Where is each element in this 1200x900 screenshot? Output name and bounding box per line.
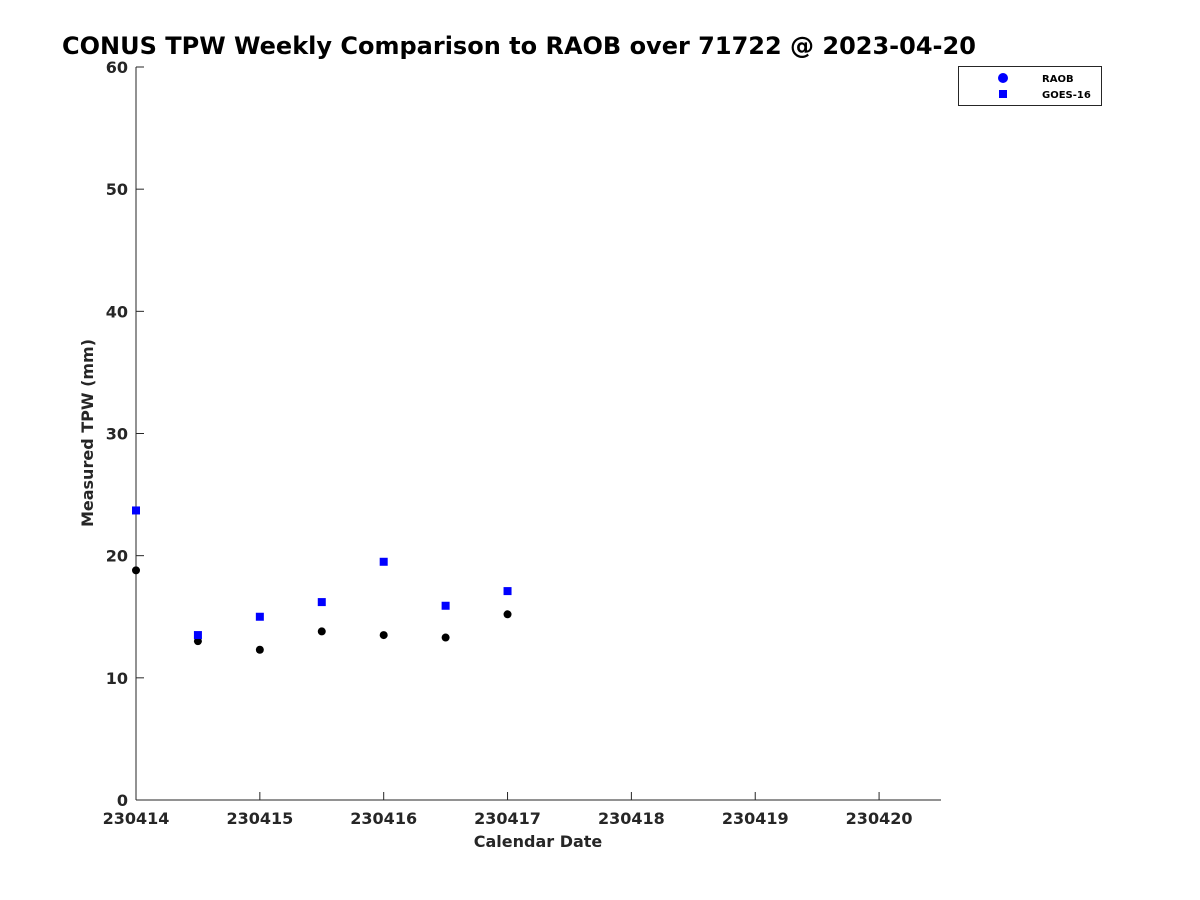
y-tick-label: 60: [106, 58, 128, 77]
raob-point: [503, 610, 512, 619]
data-points: [132, 506, 512, 654]
y-tick-label: 40: [106, 302, 128, 321]
x-tick-label: 230414: [103, 809, 170, 828]
x-axis-label: Calendar Date: [474, 832, 603, 851]
x-axis-ticks: 230414 230415 230416 230417 230418 230419 2304…: [103, 792, 913, 828]
y-axis-ticks: 0 10 20 30 40 50 60: [106, 58, 144, 810]
raob-point: [132, 566, 140, 575]
raob-point: [379, 631, 388, 640]
raob-point: [255, 645, 264, 654]
x-tick-label: 230418: [598, 809, 665, 828]
y-tick-label: 10: [106, 669, 128, 688]
x-tick-label: 230415: [226, 809, 293, 828]
goes-16-point: [379, 557, 388, 566]
x-tick-label: 230416: [350, 809, 417, 828]
chart-title: CONUS TPW Weekly Comparison to RAOB over…: [62, 32, 976, 60]
raob-point: [441, 633, 450, 642]
y-tick-label: 50: [106, 180, 128, 199]
goes-16-point: [441, 601, 450, 610]
goes-16-point: [255, 612, 264, 621]
x-tick-label: 230417: [474, 809, 541, 828]
raob-point: [193, 637, 202, 646]
y-tick-label: 30: [106, 425, 128, 444]
legend-items: RAOB GOES-16: [998, 73, 1091, 101]
goes-16-point: [503, 587, 512, 596]
x-tick-label: 230419: [722, 809, 789, 828]
legend-label-goes-16: GOES-16: [1042, 90, 1091, 101]
legend: RAOB GOES-16: [958, 66, 1102, 106]
x-tick-label: 230420: [846, 809, 913, 828]
y-tick-label: 20: [106, 547, 128, 566]
legend-marker-raob: [998, 73, 1008, 83]
goes-16-point: [132, 506, 140, 515]
raob-point: [317, 627, 326, 636]
legend-marker-goes-16: [999, 90, 1007, 98]
goes-16-point: [193, 631, 202, 640]
y-tick-label: 0: [117, 791, 128, 810]
legend-box: [958, 66, 1102, 106]
goes-16-point: [317, 598, 326, 607]
legend-label-raob: RAOB: [1042, 74, 1074, 85]
y-axis-label: Measured TPW (mm): [78, 339, 97, 527]
